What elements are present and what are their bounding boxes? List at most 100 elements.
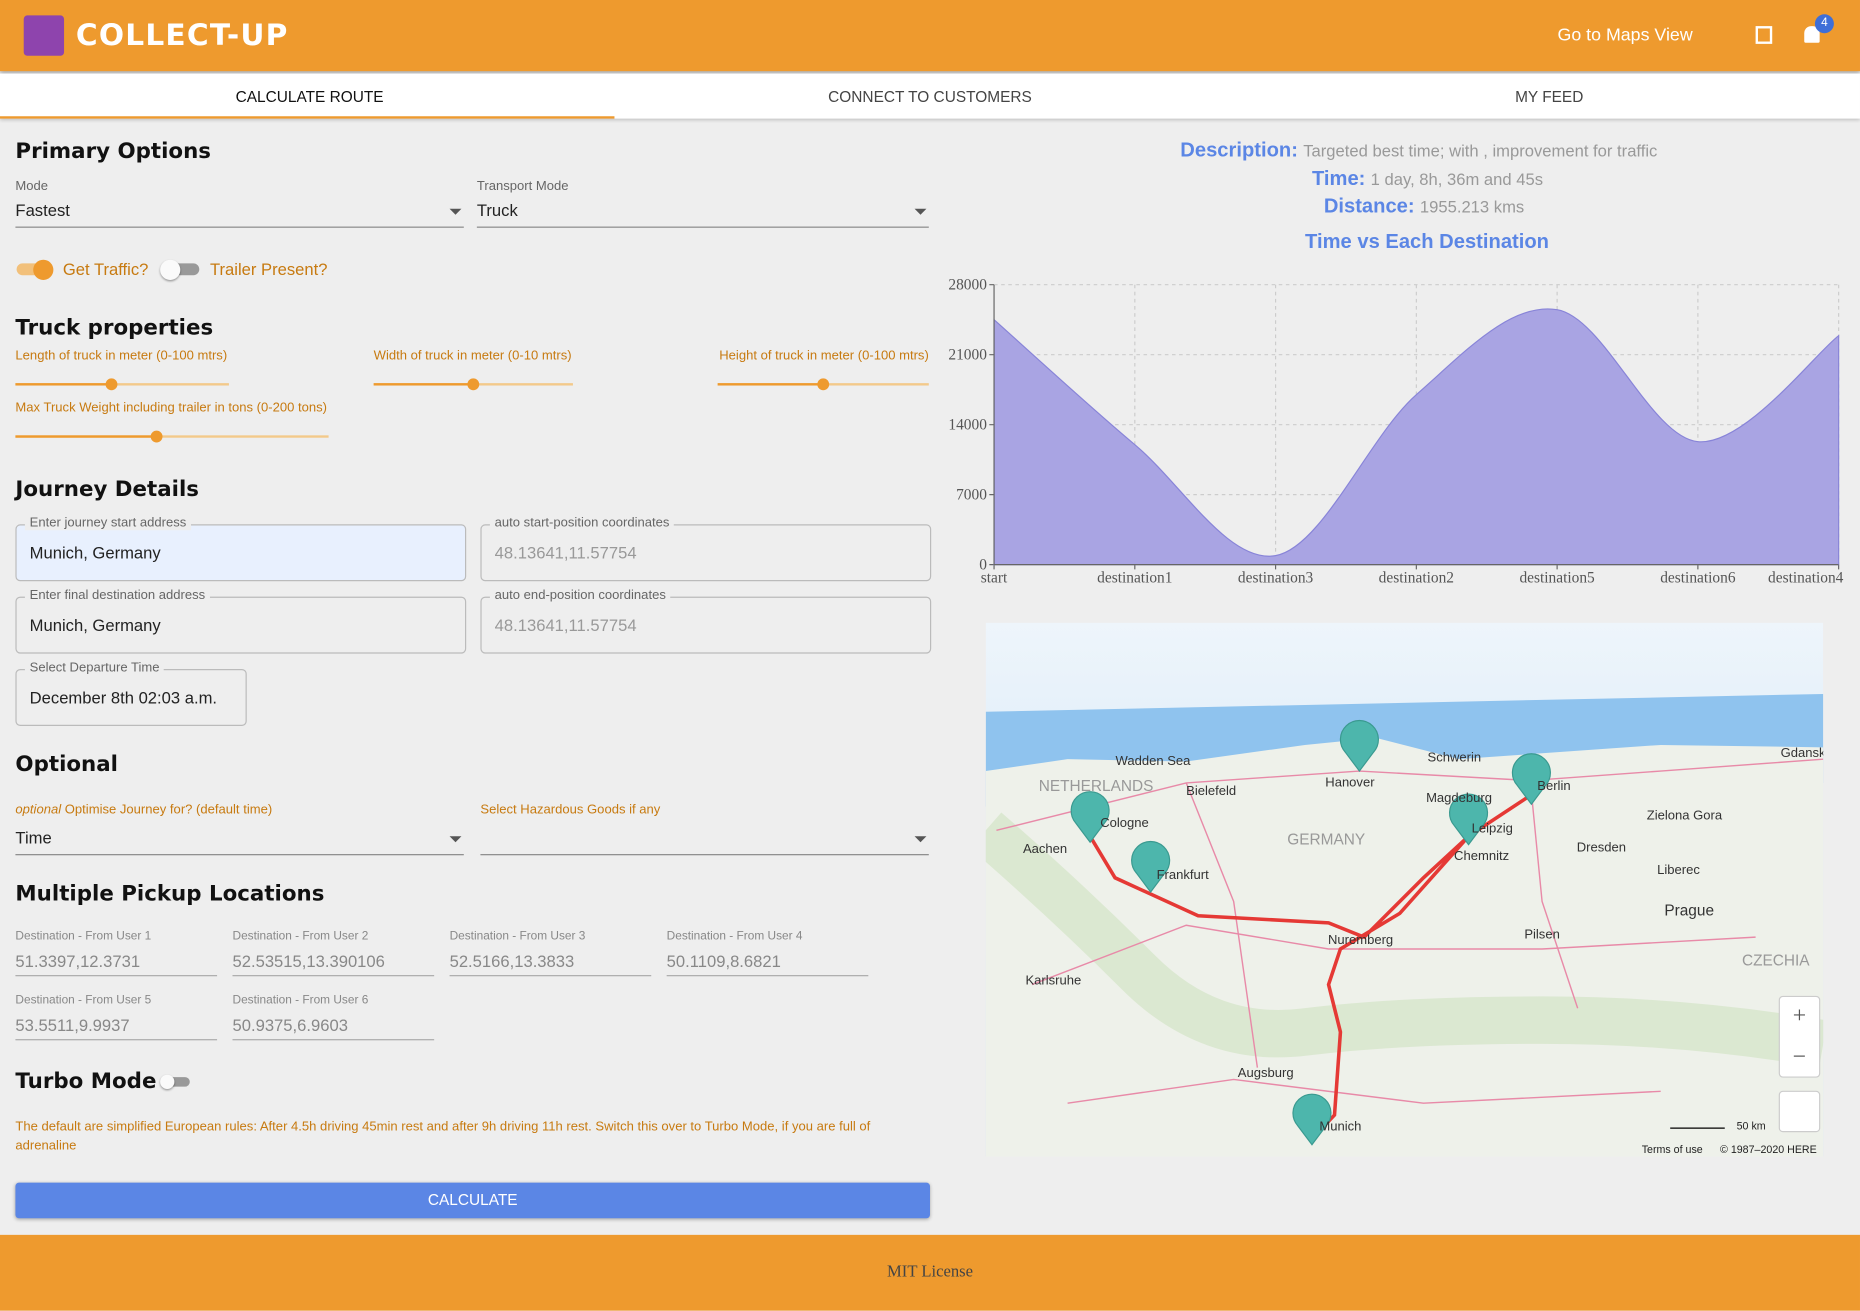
pickup-label: Destination - From User 5 [15,994,152,1008]
summary-value: Targeted best time; with , improvement f… [1303,141,1658,161]
layers-control[interactable] [1778,1090,1821,1133]
map-label: Cologne [1100,815,1149,830]
section-heading: Truck properties [15,315,214,341]
slider-label: Length of truck in meter (0-100 mtrs) [15,348,228,363]
map-label: Magdeburg [1426,790,1492,805]
toggle[interactable] [163,1077,190,1087]
map[interactable]: NETHERLANDS Bielefeld Hanover Schwerin Berli… [985,622,1824,1157]
bell-icon[interactable] [1804,26,1820,43]
toggle-thumb [160,259,181,280]
summary-line: Description: Targeted best time; with , … [1180,139,1657,163]
toggle[interactable] [163,263,200,276]
section-heading: Journey Details [15,476,199,502]
zoom-out: − [1793,1044,1806,1070]
marker [1448,793,1489,846]
summary-line: Time: 1 day, 8h, 36m and 45s [1312,167,1543,191]
slider-thumb[interactable] [467,378,480,391]
field-label: Select Hazardous Goods if any [480,803,661,818]
marker [1292,1093,1332,1146]
map-label: Frankfurt [1157,867,1210,882]
slider-thumb[interactable] [105,378,118,391]
toggle-thumb [33,259,54,280]
field-label: Select Departure Time [24,660,165,675]
pickup-label: Destination - From User 4 [666,929,803,944]
badge: 4 [1814,14,1834,34]
label-text: Optimise Journey for? (default time) [64,803,273,818]
app-bar [0,0,1860,72]
summary-label: Distance: [1323,194,1415,218]
map-label: Pilsen [1524,926,1560,941]
slider-thumb[interactable] [150,430,163,443]
zoom-control[interactable] [1778,995,1821,1078]
select[interactable] [480,828,929,856]
field-label: auto start-position coordinates [489,516,675,531]
slider-thumb[interactable] [817,378,830,391]
tab-indicator [0,116,615,119]
slider-track[interactable] [15,435,329,438]
logo[interactable] [23,15,65,56]
marker [1339,719,1379,773]
area [993,308,1840,566]
footer [0,1234,1860,1311]
y-tick-label: 21000 [948,346,987,363]
select[interactable]: Fastest [15,200,464,228]
tab[interactable]: MY FEED [1515,87,1584,106]
map-label: Prague [1664,903,1714,920]
summary-label: Description: [1180,138,1298,162]
map-label: Liberec [1657,862,1700,877]
map-label: Zielona Gora [1647,808,1723,823]
turbo-note: The default are simplified European rule… [15,1119,871,1154]
text-field[interactable] [15,596,467,654]
map-label: Schwerin [1428,750,1482,765]
slider-label: Width of truck in meter (0-10 mtrs) [373,348,572,363]
map-label: Wadden Sea [1116,753,1192,768]
text-field[interactable] [480,524,932,582]
map-label: Chemnitz [1454,848,1509,863]
toggle-label: Trailer Present? [209,259,328,279]
section-heading: Multiple Pickup Locations [15,881,325,907]
chart: 0 7000 14000 21000 28000 start destination1 des… [948,276,1843,586]
section-heading: Turbo Mode [15,1068,157,1094]
pickup-value[interactable]: 50.1109,8.6821 [666,951,869,977]
slider-track[interactable] [15,383,229,386]
maps-link[interactable]: Go to Maps View [1557,24,1693,46]
pickup-value[interactable]: 53.5511,9.9937 [15,1015,218,1041]
slider-fill [373,383,474,386]
map-label: Bielefeld [1186,783,1236,798]
map-label: Leipzig [1472,821,1513,836]
caret [914,208,927,215]
map-label: Augsburg [1238,1065,1294,1080]
app-title: COLLECT-UP [75,17,289,53]
select[interactable]: Truck [476,200,929,228]
tab-bar [0,73,1860,119]
map-label: Aachen [1023,841,1067,856]
field-label: Enter final destination address [24,588,210,603]
y-tick-label: 14000 [948,416,987,433]
map-icon[interactable] [1755,26,1773,44]
calculate-button[interactable]: CALCULATE [15,1182,930,1219]
text-field[interactable] [15,524,467,582]
map-label: Nuremberg [1328,932,1393,947]
field-value: December 8th 02:03 a.m. [29,688,218,707]
map-label: Gdansk [1781,745,1824,760]
tab[interactable]: CONNECT TO CUSTOMERS [828,87,1032,106]
tab[interactable]: CALCULATE ROUTE [235,87,384,106]
pickup-value[interactable]: 52.53515,13.390106 [232,951,435,977]
select[interactable]: Time [15,827,464,856]
field-label: Mode [15,179,49,194]
caret [914,836,927,843]
text-field[interactable] [480,596,932,654]
pickup-value[interactable]: 50.9375,6.9603 [232,1015,435,1041]
pickup-value[interactable]: 52.5166,13.3833 [449,951,652,977]
x-tick-label: destination1 [1097,569,1172,586]
roads [996,758,1824,1104]
label-prefix: optional [15,803,62,818]
summary-value: 1955.213 kms [1419,196,1525,216]
field-value: 48.13641,11.57754 [494,615,637,635]
pickup-value[interactable]: 51.3397,12.3731 [15,951,218,977]
field-value: Munich, Germany [29,543,161,563]
select-value: Time [15,827,52,847]
summary-value: 1 day, 8h, 36m and 45s [1370,169,1544,189]
slider-fill [717,383,824,386]
